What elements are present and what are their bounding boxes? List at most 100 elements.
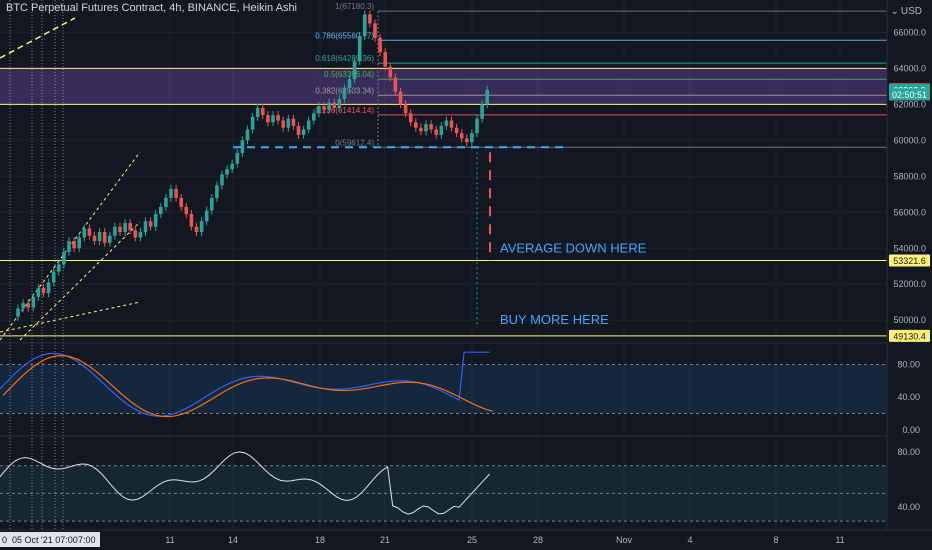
- candle-body: [57, 264, 61, 272]
- candle-body: [296, 125, 301, 135]
- candle-body: [261, 107, 265, 116]
- candle-body: [97, 232, 102, 242]
- candle-body: [215, 185, 219, 198]
- fib-level-label: 0.618(64289.36): [315, 54, 374, 63]
- candle-body: [102, 232, 107, 243]
- candle-body: [332, 102, 336, 108]
- candle-body: [291, 118, 296, 126]
- candle-body: [16, 308, 20, 317]
- time-tick-label: 28: [533, 535, 543, 545]
- price-tick-label: 62000.0: [893, 99, 926, 109]
- rsi-tick-label: 40.00: [897, 502, 920, 512]
- currency-selector[interactable]: ⌄ USD: [890, 6, 922, 17]
- price-tick-label: 64000.0: [893, 63, 926, 73]
- candle-body: [153, 214, 158, 227]
- candle-body: [92, 235, 97, 242]
- candle-body: [301, 129, 306, 135]
- candle-body: [108, 235, 112, 243]
- candle-body: [46, 282, 51, 294]
- candle-body: [459, 133, 464, 139]
- trend-lines[interactable]: [0, 0, 141, 545]
- candle-body: [123, 223, 127, 233]
- fib-level-label: 0(59612.4): [335, 138, 374, 147]
- time-tick-label: 21: [380, 535, 390, 545]
- candle-body: [26, 303, 30, 308]
- cursor-time-right: 7:00: [78, 535, 96, 545]
- candle-body: [164, 197, 168, 207]
- time-tick-label: 8: [773, 535, 778, 545]
- candle-body: [454, 127, 459, 134]
- price-badge: [889, 254, 930, 267]
- candle-body: [199, 221, 204, 233]
- candle-body: [82, 228, 87, 238]
- fib-level-label: 0.5(63396.04): [324, 70, 374, 79]
- candle-body: [67, 241, 71, 252]
- fib-level-label: 0.236(61414.14): [315, 106, 374, 115]
- candle-body: [480, 104, 484, 119]
- candle-body: [388, 66, 393, 78]
- time-tick-label: 14: [228, 535, 238, 545]
- trend-line: [0, 17, 76, 59]
- trend-line: [19, 221, 141, 341]
- candle-body: [143, 221, 148, 233]
- price-badge: [889, 88, 930, 101]
- candle-body: [378, 37, 382, 53]
- candle-body: [240, 140, 245, 153]
- cursor-time-left: 0: [2, 535, 7, 545]
- candle-body: [306, 120, 311, 130]
- chart-title: BTC Perpetual Futures Contract, 4h, BINA…: [6, 2, 298, 14]
- candle-body: [148, 221, 153, 227]
- candle-body: [444, 120, 449, 126]
- stoch-k-line: [0, 351, 490, 417]
- candle-body: [352, 61, 357, 80]
- candle-body: [174, 188, 178, 198]
- candle-body: [21, 303, 25, 309]
- candle-body: [51, 271, 56, 283]
- candle-body: [245, 129, 250, 141]
- fib-level-label: 1(67180.3): [335, 2, 374, 11]
- trend-line: [0, 301, 141, 333]
- candle-body: [439, 125, 444, 135]
- drawings[interactable]: [233, 146, 568, 328]
- candle-body: [368, 14, 372, 24]
- candle-body: [159, 206, 163, 215]
- stochastic-pane: [0, 342, 932, 418]
- candle-body: [235, 152, 240, 164]
- candle-body: [347, 79, 352, 89]
- candle-body: [408, 113, 413, 123]
- candle-body: [276, 115, 280, 121]
- candle-body: [87, 228, 92, 236]
- currency-label: USD: [900, 6, 922, 17]
- price-tick-label: 56000.0: [893, 207, 926, 217]
- time-tick-label: Nov: [616, 535, 633, 545]
- price-tick-label: 60000.0: [893, 135, 926, 145]
- candle-body: [403, 104, 408, 114]
- time-tick-label: 11: [835, 535, 844, 545]
- time-tick-label: 4: [687, 535, 692, 545]
- candle-body: [342, 88, 347, 99]
- purple-zone: [0, 68, 887, 105]
- price-badge-label: 49130.4: [893, 331, 926, 341]
- price-tick-label: 58000.0: [893, 171, 926, 181]
- candle-body: [470, 133, 474, 143]
- candle-body: [250, 116, 255, 130]
- rsi-pane: [0, 435, 932, 522]
- candle-body: [414, 122, 418, 128]
- price-badge-label: 02:50:51: [892, 90, 927, 100]
- candle-body: [72, 241, 76, 249]
- time-axis[interactable]: 11 14 18 21 25 28 Nov 4 8 11 0 05 Oct '21 07:00 7:00: [0, 529, 932, 550]
- candle-body: [424, 124, 428, 132]
- price-tick-label: 50000.0: [893, 315, 926, 325]
- stoch-tick-label: 80.00: [897, 359, 920, 369]
- price-zone: [0, 68, 887, 105]
- candle-body: [322, 106, 326, 110]
- candle-body: [281, 120, 285, 128]
- candle-body: [465, 138, 469, 143]
- candle-body: [128, 223, 132, 231]
- annotation-text: BUY MORE HERE: [500, 312, 609, 327]
- candle-body: [286, 118, 291, 128]
- candle-body: [118, 226, 122, 233]
- candle-body: [225, 169, 229, 175]
